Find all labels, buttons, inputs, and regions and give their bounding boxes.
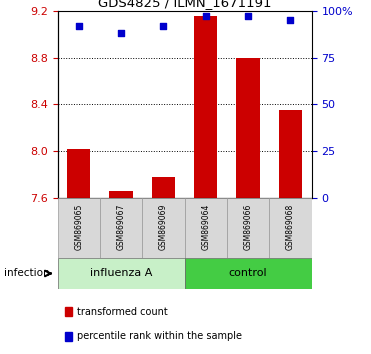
Text: GSM869068: GSM869068 [286,204,295,250]
Bar [279,110,302,198]
Text: GSM869066: GSM869066 [244,204,253,250]
Bar [152,177,175,198]
Bar [194,17,217,198]
Bar [269,198,312,258]
Bar [236,57,260,198]
Text: control: control [229,268,267,279]
Bar [109,191,133,198]
Bar [67,149,90,198]
Text: infection: infection [4,268,49,279]
Text: transformed count: transformed count [77,307,168,316]
Bar [58,198,100,258]
Bar [185,198,227,258]
Bar [227,198,269,258]
Point [245,13,251,19]
Bar [58,258,185,289]
Text: influenza A: influenza A [90,268,152,279]
Point [118,30,124,36]
Text: GSM869064: GSM869064 [201,204,210,250]
Bar [142,198,185,258]
Bar [185,258,312,289]
Title: GDS4825 / ILMN_1671191: GDS4825 / ILMN_1671191 [98,0,271,10]
Point [203,13,209,19]
Text: GSM869065: GSM869065 [74,204,83,250]
Text: GSM869069: GSM869069 [159,204,168,250]
Point [76,23,82,28]
Point [160,23,166,28]
Point [288,17,293,23]
Text: GSM869067: GSM869067 [116,204,125,250]
Text: percentile rank within the sample: percentile rank within the sample [77,331,242,341]
Bar [100,198,142,258]
